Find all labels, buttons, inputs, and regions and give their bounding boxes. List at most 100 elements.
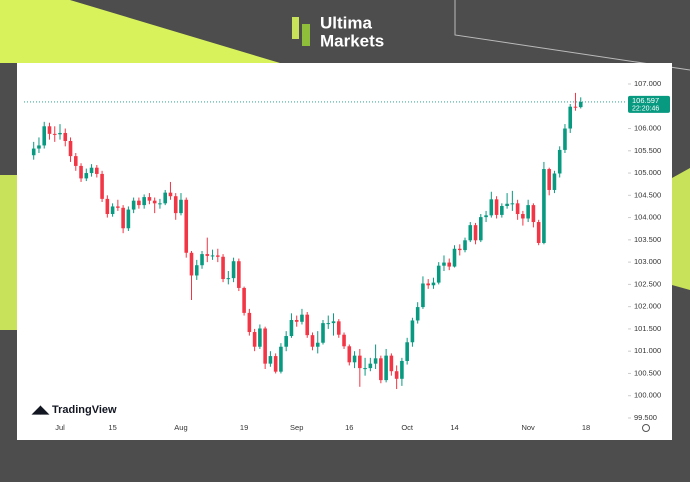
candle-body	[221, 256, 225, 280]
candle-body	[226, 278, 231, 280]
candle-body	[410, 320, 415, 343]
candle-body	[463, 240, 467, 251]
y-tick-label: 107.000	[634, 79, 661, 88]
candle-body	[205, 254, 210, 256]
candle-body	[347, 346, 352, 363]
candle-body	[42, 126, 47, 146]
watermark-icon: ◢◣	[31, 404, 49, 416]
candle-body	[95, 167, 99, 174]
y-tick-label: 102.500	[634, 279, 661, 288]
candle-body	[431, 282, 436, 286]
chart-panel	[17, 63, 672, 440]
candle-body	[273, 356, 278, 372]
y-tick-label: 102.000	[634, 302, 661, 311]
candle-body	[358, 355, 362, 369]
candle-body	[484, 215, 488, 218]
x-tick-label: Aug	[174, 423, 187, 432]
watermark: TradingView	[52, 404, 117, 416]
x-tick-label: Sep	[290, 423, 303, 432]
candle-body	[252, 332, 257, 347]
candle-body	[189, 252, 194, 276]
candle-body	[421, 283, 425, 308]
candle-body	[489, 199, 494, 216]
candle-body	[352, 355, 357, 363]
candle-body	[505, 203, 509, 207]
x-tick-label: 18	[582, 423, 590, 432]
candle-body	[442, 262, 446, 266]
candle-body	[131, 200, 136, 210]
candle-body	[79, 165, 83, 179]
candle-body	[31, 148, 36, 156]
countdown: 22:20:46	[632, 105, 659, 112]
candle-body	[47, 126, 52, 134]
x-tick-label: Jul	[55, 423, 65, 432]
candle-body	[194, 265, 199, 276]
brand: Ultima	[320, 13, 373, 32]
y-tick-label: 100.000	[634, 391, 661, 400]
candle-body	[415, 307, 420, 321]
candle-body	[173, 196, 178, 214]
candle-body	[363, 368, 367, 370]
candle-body	[394, 371, 399, 379]
candle-body	[479, 217, 483, 241]
candle-body	[547, 169, 551, 190]
candle-body	[116, 206, 120, 208]
candle-body	[457, 248, 462, 251]
candle-body	[305, 314, 310, 336]
candle-body	[231, 261, 236, 279]
accent-shape	[672, 168, 690, 290]
candle-body	[573, 106, 578, 108]
candle-body	[468, 225, 473, 241]
candle-body	[405, 342, 409, 361]
candle-body	[284, 336, 288, 347]
chart: 99.500 100.000 100.500 101.000 101.500 102.00…	[24, 79, 670, 432]
candle-body	[110, 206, 115, 215]
brand: Markets	[320, 31, 384, 50]
candle-body	[384, 355, 388, 381]
candle-body	[52, 133, 57, 135]
candle-body	[121, 207, 125, 229]
logo-icon	[292, 17, 299, 39]
candle-body	[315, 342, 320, 347]
candle-body	[89, 167, 94, 174]
candle-body	[258, 328, 262, 347]
x-tick-label: Nov	[521, 423, 535, 432]
candle-body	[289, 320, 294, 337]
settings-icon[interactable]	[642, 424, 650, 432]
candle-body	[126, 209, 131, 229]
candle-body	[242, 287, 246, 313]
y-tick-label: 105.000	[634, 168, 661, 177]
candle-body	[63, 132, 68, 141]
candle-body	[494, 199, 499, 215]
x-tick-label: 15	[108, 423, 116, 432]
candle-body	[200, 254, 204, 266]
y-tick-label: 106.000	[634, 124, 661, 133]
candle-body	[237, 261, 241, 288]
candle-body	[184, 199, 189, 253]
candle-body	[263, 328, 267, 364]
candle-body	[210, 255, 215, 257]
candle-body	[84, 173, 89, 179]
y-tick-label: 99.500	[634, 413, 657, 422]
candle-body	[568, 106, 573, 129]
candle-body	[447, 262, 452, 267]
candle-body	[37, 145, 41, 149]
y-tick-label: 105.500	[634, 146, 661, 155]
candle-body	[515, 203, 520, 215]
candle-body	[379, 358, 383, 381]
candle-body	[536, 222, 541, 243]
candle-body	[563, 128, 567, 150]
candle-body	[147, 197, 152, 201]
logo-icon	[302, 24, 310, 46]
candle-body	[436, 265, 441, 283]
candle-body	[331, 321, 336, 324]
candle-body	[500, 206, 504, 215]
y-tick-label: 100.500	[634, 368, 661, 377]
y-tick-label: 101.000	[634, 346, 661, 355]
x-tick-label: 16	[345, 423, 353, 432]
y-tick-label: 104.500	[634, 190, 661, 199]
candle-body	[578, 101, 583, 108]
candle-body	[373, 358, 378, 364]
candle-body	[400, 360, 404, 379]
candle-body	[168, 192, 173, 197]
